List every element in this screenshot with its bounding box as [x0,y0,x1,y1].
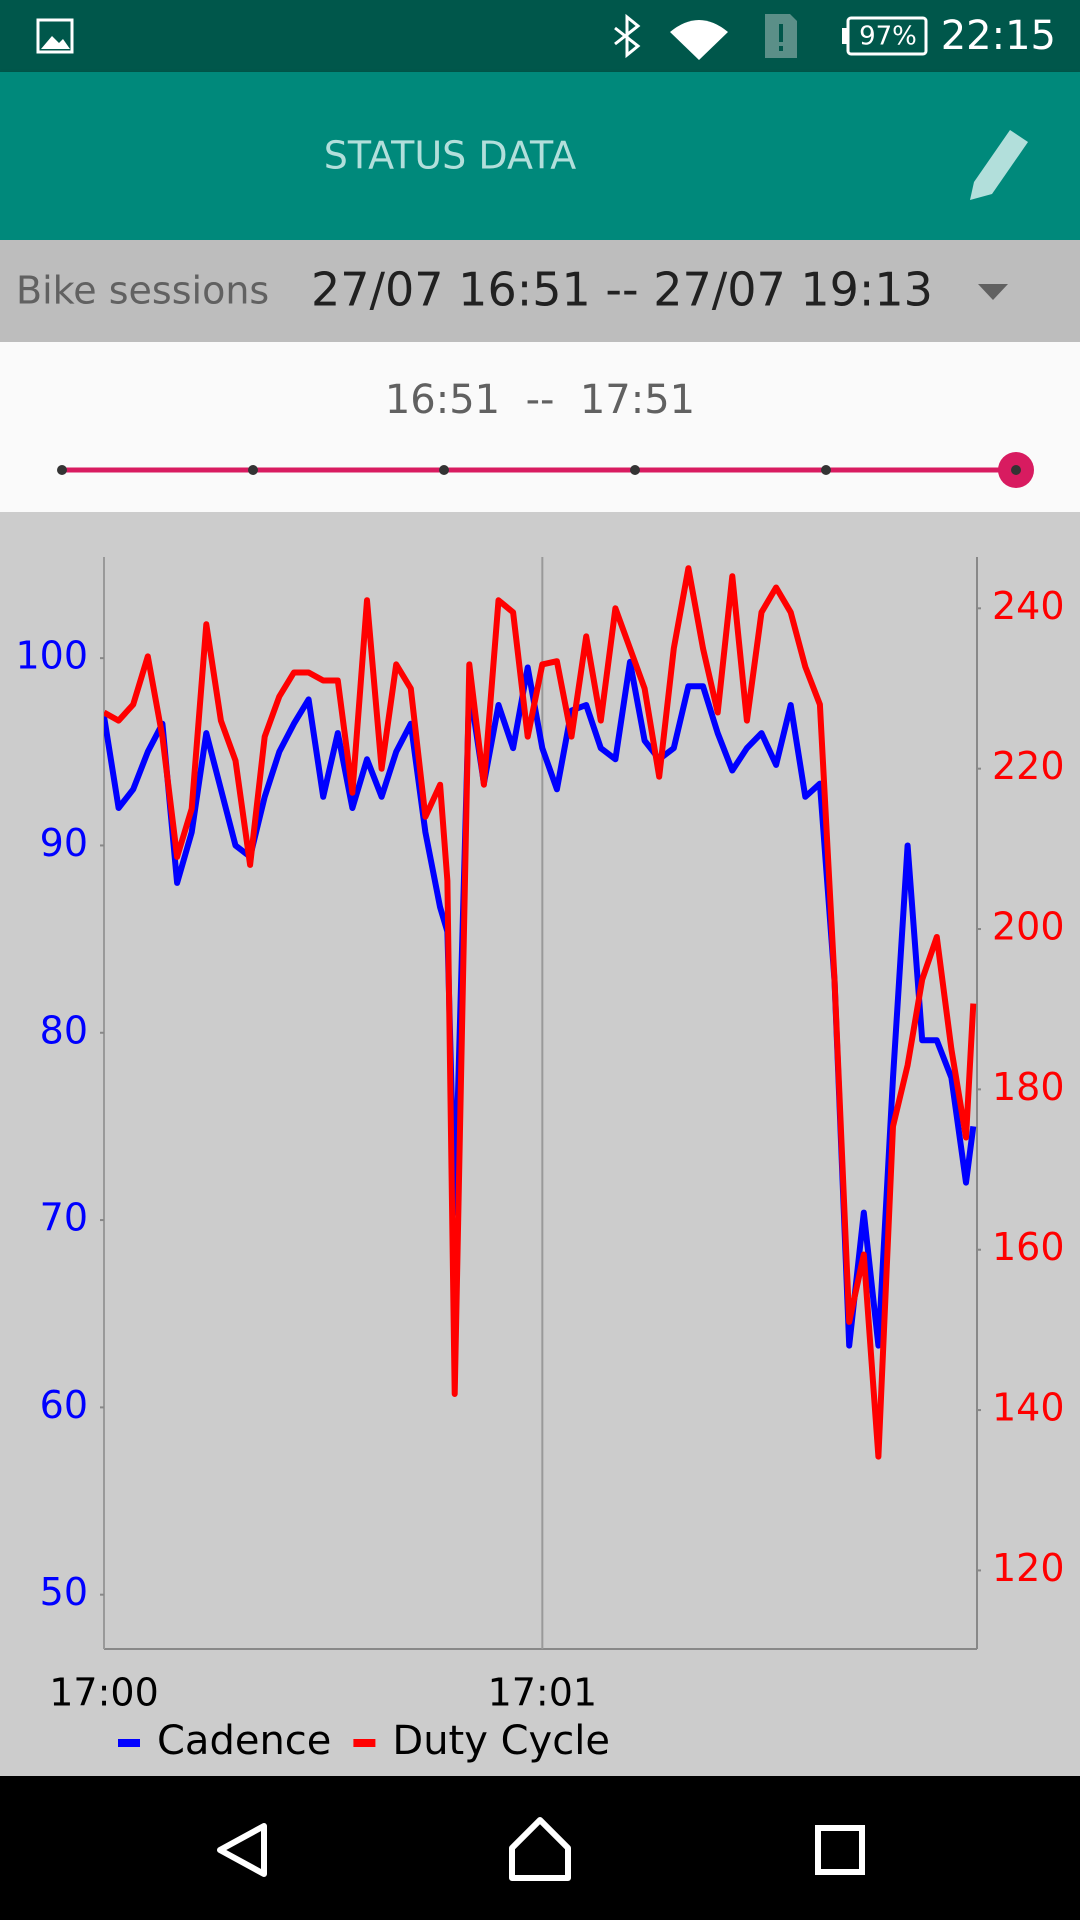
y-tick-label: 60 [40,1383,88,1427]
bluetooth-icon [614,13,641,59]
legend-label: Cadence [157,1718,331,1764]
y2-tick-label: 200 [992,905,1065,949]
range-content: 16:51 -- 17:51 [57,377,1034,488]
gallery-icon [36,18,74,54]
app-bar: STATUS DATA [0,72,1080,240]
y-tick-label: 100 [15,634,88,678]
legend-swatch [353,1739,376,1747]
session-selector[interactable]: Bike sessions 27/07 16:51 -- 27/07 19:13 [0,240,1080,342]
legend-label: Duty Cycle [392,1718,610,1764]
y-tick-label: 70 [40,1196,88,1240]
y2-tick-label: 140 [992,1386,1065,1430]
status-icons: 97% 22:15 [36,13,1056,60]
selector-value[interactable]: 27/07 16:51 -- 27/07 19:13 [311,263,933,317]
status-bar: 97% 22:15 [0,0,1080,72]
series-line [104,565,977,1460]
slider-step[interactable] [821,465,831,475]
legend-swatch [118,1739,140,1747]
slider-step[interactable] [57,465,67,475]
app-bar-content: STATUS DATA [324,130,1028,200]
edit-button[interactable] [970,130,1028,200]
wifi-icon [670,20,728,60]
dropdown-arrow[interactable] [978,284,1008,300]
slider-step[interactable] [630,465,640,475]
y-tick-label: 80 [40,1008,88,1052]
battery-tip [842,28,848,44]
x-tick-label: 17:00 [49,1671,159,1715]
y2-tick-label: 240 [992,584,1065,628]
app-title: STATUS DATA [324,134,577,178]
nav-icons [217,1817,865,1881]
slider-step[interactable] [248,465,258,475]
range-text: 16:51 -- 17:51 [385,377,695,423]
y-tick-label: 50 [40,1570,88,1614]
back-button[interactable] [217,1823,267,1877]
chart: 17:00 17:01 50 60 70 80 90 100 120 140 160 180 200 22… [15,557,1065,1764]
slider-thumb-dot [1011,465,1021,475]
pencil-icon[interactable] [970,130,1028,200]
x-tick-label: 17:01 [488,1671,598,1715]
y2-tick-label: 180 [992,1065,1065,1109]
nav-bar [0,1776,1080,1920]
home-button[interactable] [509,1817,571,1881]
y-tick-label: 90 [40,821,88,865]
selector-label: Bike sessions [16,269,269,313]
selector-content: Bike sessions 27/07 16:51 -- 27/07 19:13 [16,263,1008,317]
battery-level: 97% [859,22,917,52]
gallery-icon-shape [41,36,70,49]
sim-alert [779,24,783,42]
y2-tick-label: 160 [992,1225,1065,1269]
sim-alert-dot [779,46,783,51]
slider-step[interactable] [439,465,449,475]
y2-tick-label: 120 [992,1546,1065,1590]
recents-button[interactable] [815,1825,865,1875]
y2-tick-label: 220 [992,744,1065,788]
clock: 22:15 [941,13,1056,59]
range-panel: 16:51 -- 17:51 [0,342,1080,512]
